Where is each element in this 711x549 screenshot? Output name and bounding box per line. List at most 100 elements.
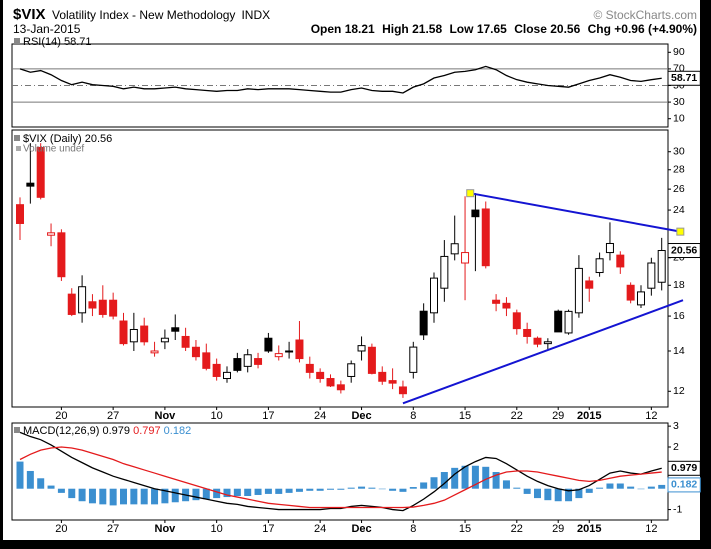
histogram-bar [244,488,252,497]
y-tick-label: 18 [673,279,685,291]
legend-icon [14,427,20,433]
histogram-bar [47,485,55,489]
last-value-box [667,70,701,86]
candle-body [430,277,438,314]
x-tick-label: 2015 [577,523,601,535]
candle-body [512,312,521,330]
histogram-bar [275,488,283,494]
histogram-bar [327,488,334,490]
candle-body [88,301,97,309]
histogram-bar [523,488,531,494]
x-tick-label: 2015 [577,410,601,422]
candle-body [585,280,594,289]
candle-body [264,337,273,352]
histogram-bar [337,488,345,490]
date: 13-Jan-2015 [13,22,81,36]
candle-body [47,232,56,236]
last-value-label: 0.979 [671,462,697,474]
candle-body [574,267,583,314]
candle-body [450,243,459,255]
candle-body [336,384,345,391]
candle-body [285,350,294,353]
histogram-bar [202,488,210,500]
candle-body [595,258,604,274]
candle-body [119,320,128,345]
legend-icon [14,38,20,44]
x-tick-label: 17 [262,410,274,422]
candle-body [305,363,314,373]
y-tick-label: 30 [673,96,685,108]
y-tick-label: 16 [673,310,685,322]
candle-body [223,371,231,380]
candle-body [150,350,159,354]
panel-frame [11,129,669,408]
histogram-bar [254,488,262,495]
x-tick-label: 15 [459,410,471,422]
legend-icon [16,146,21,151]
histogram-bar [409,487,417,489]
histogram-bar [616,483,624,489]
histogram-bar [120,488,127,505]
histogram-bar [399,488,407,492]
histogram-bar [585,488,593,493]
candle-body [233,358,242,371]
histogram-bar [565,488,573,502]
candle-body [171,327,180,332]
histogram-bar [109,488,117,506]
histogram-bar [295,488,303,492]
x-tick-label: Dec [351,523,371,535]
histogram-bar [140,488,148,505]
candle-body [16,204,24,224]
x-tick-label: 20 [55,410,67,422]
histogram-bar [99,488,107,505]
histogram-bar [420,482,428,489]
histogram-bar [534,488,541,499]
candle-body [492,299,501,304]
candle-body [129,328,138,343]
histogram-bar [378,488,386,490]
histogram-bar [596,487,604,489]
candle-body [98,299,107,315]
candle-body [409,346,418,373]
last-value-box [667,243,701,259]
candle-body [378,371,387,382]
histogram-bar [658,484,666,489]
candle-body [523,328,532,337]
y-tick-label: 30 [673,146,685,158]
y-tick-label: -1 [673,503,682,515]
candle-body [357,345,366,352]
candle-body [140,325,149,343]
y-tick-label: 24 [673,204,685,216]
histogram-bar [88,488,96,504]
histogram-bar [68,488,76,499]
symbol: $VIX [13,6,46,23]
histogram-bar [482,466,490,489]
histogram-bar [264,488,272,494]
candle-body [347,363,356,377]
histogram-bar [637,488,645,490]
y-tick-label: 90 [673,46,685,58]
candle-body [626,284,635,301]
last-value-label: 0.182 [671,479,697,491]
candle-body [67,293,76,315]
legend: RSI(14) 58.71 [23,36,92,48]
trendline-handle [676,227,685,236]
candle-body [564,310,573,334]
quote: Open 18.21 High 21.58 Low 17.65 Close 20… [311,22,697,36]
x-tick-label: 29 [552,410,564,422]
histogram-bar [213,488,221,499]
histogram-bar [171,488,179,503]
histogram-bar [233,488,241,497]
x-tick-label: 22 [511,523,523,535]
x-tick-label: Nov [155,410,177,422]
series-line [19,65,662,94]
candle-body [616,254,625,268]
candle-body [367,346,376,374]
histogram-bar [37,478,45,489]
series-line [19,431,662,512]
series-line [19,446,662,509]
histogram-bar [502,480,510,489]
last-value-label: 58.71 [671,72,697,84]
x-tick-label: 24 [314,410,326,422]
x-tick-label: 22 [511,410,523,422]
